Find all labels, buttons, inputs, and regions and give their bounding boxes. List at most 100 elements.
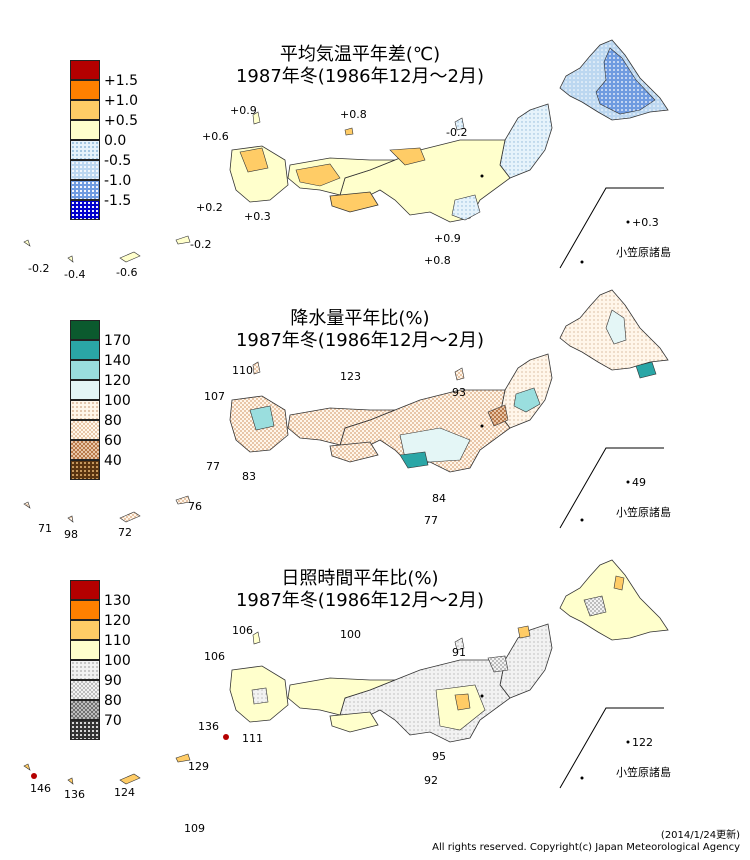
legend-swatch — [70, 120, 100, 140]
legend-swatch — [70, 140, 100, 160]
legend-swatch — [70, 80, 100, 100]
kyushu-cloudy-area — [251, 687, 269, 705]
legend-swatch — [70, 620, 100, 640]
legend-label: 70 — [104, 713, 122, 729]
tokai-very-wet-area — [399, 451, 429, 469]
title-line-1: 日照時間平年比(%) — [281, 568, 439, 589]
precip-value-label: 123 — [340, 370, 361, 383]
precip-value-label: 84 — [432, 492, 446, 505]
tokyo-marker — [480, 424, 484, 428]
kinki-sunny-area — [517, 625, 531, 639]
temp-value-label: +0.9 — [434, 232, 461, 245]
temp-value-label: -0.2 — [28, 262, 49, 275]
precip-value-label: 83 — [242, 470, 256, 483]
western-honshu-region — [287, 677, 396, 716]
tsushima-island — [252, 111, 261, 125]
temp-value-label: -0.4 — [64, 268, 85, 281]
legend-swatch — [70, 460, 100, 480]
temp-value-label: +0.2 — [196, 201, 223, 214]
temp-value-label: +0.8 — [424, 254, 451, 267]
precip-value-label: 72 — [118, 526, 132, 539]
legend-swatch — [70, 680, 100, 700]
hokkaido-cloudy-area — [583, 595, 607, 617]
precip-value-label: 71 — [38, 522, 52, 535]
legend-label: 120 — [104, 373, 131, 389]
precip-value-label: 107 — [204, 390, 225, 403]
temp-value-label: +0.8 — [340, 108, 367, 121]
precipitation-title: 降水量平年比(%) 1987年冬(1986年12月～2月) — [210, 308, 510, 352]
legend-label: 110 — [104, 633, 131, 649]
tokyo-marker — [480, 174, 484, 178]
nansei-islands — [23, 753, 191, 785]
sun-value-label: 136 — [198, 720, 219, 733]
legend-swatch — [70, 660, 100, 680]
legend-swatch — [70, 720, 100, 740]
legend-label: 0.0 — [104, 133, 127, 149]
legend-swatch — [70, 100, 100, 120]
legend-label: -1.5 — [104, 193, 132, 209]
oki-island — [344, 127, 354, 136]
update-date: (2014/1/24更新) — [660, 830, 740, 841]
shikoku-region — [329, 711, 379, 733]
title-line-1: 降水量平年比(%) — [290, 308, 430, 329]
legend-label: 100 — [104, 653, 131, 669]
hokkaido-cold-core — [595, 47, 656, 115]
temperature-title: 平均気温平年差(℃) 1987年冬(1986年12月～2月) — [210, 44, 510, 88]
temp-value-label: +0.3 — [632, 216, 659, 229]
legend-label: 40 — [104, 453, 122, 469]
legend-swatch — [70, 180, 100, 200]
precipitation-map: 110 123 107 93 77 83 84 77 49 76 71 98 7… — [23, 289, 671, 540]
legend-label: +1.5 — [104, 73, 138, 89]
legend-label: 120 — [104, 613, 131, 629]
precip-value-label: 110 — [232, 364, 253, 377]
nansei-islands — [23, 235, 191, 263]
ogasawara-island-dot-2 — [580, 518, 584, 522]
tokyo-marker — [480, 694, 484, 698]
sun-value-label: 111 — [242, 732, 263, 745]
temperature-map: +0.9 +0.8 +0.6 -0.2 +0.2 +0.3 +0.9 +0.8 … — [23, 39, 671, 281]
precip-value-label: 77 — [424, 514, 438, 527]
yakushima-sunny-spot — [223, 734, 229, 740]
legend-swatch — [70, 580, 100, 600]
ogasawara-island-dot — [626, 480, 630, 484]
legend-label: -1.0 — [104, 173, 132, 189]
sunshine-map: 106 100 106 91 136 111 95 92 122 129 146… — [23, 559, 671, 835]
title-line-2: 1987年冬(1986年12月～2月) — [235, 66, 485, 87]
tsushima-island — [252, 631, 261, 645]
legend-swatch — [70, 440, 100, 460]
chugoku-warm-area — [295, 163, 341, 187]
title-line-2: 1987年冬(1986年12月～2月) — [235, 590, 485, 611]
legend-swatch — [70, 400, 100, 420]
sun-value-label: 129 — [188, 760, 209, 773]
sado-island — [454, 117, 465, 131]
legend-label: 80 — [104, 693, 122, 709]
legend-swatch — [70, 600, 100, 620]
legend-label: 170 — [104, 333, 131, 349]
kinki-warm-area — [389, 147, 426, 166]
sun-value-label: 109 — [184, 822, 205, 835]
legend-swatch — [70, 640, 100, 660]
tohoku-wet-area — [513, 387, 541, 413]
title-line-2: 1987年冬(1986年12月～2月) — [235, 330, 485, 351]
ogasawara-inset-frame — [559, 707, 664, 789]
hokkaido-sunny-spot — [613, 575, 625, 591]
legend-swatch — [70, 200, 100, 220]
hokuriku-dry-area — [487, 404, 509, 427]
legend-swatch — [70, 360, 100, 380]
legend-swatch — [70, 320, 100, 340]
hokuriku-cloudy-area — [487, 655, 509, 673]
shikoku-region — [329, 191, 379, 213]
legend-label: -0.5 — [104, 153, 132, 169]
legend-label: 100 — [104, 393, 131, 409]
precip-value-label: 76 — [188, 500, 202, 513]
temp-value-label: -0.2 — [190, 238, 211, 251]
ogasawara-inset-frame — [559, 187, 664, 269]
sun-value-label: 124 — [114, 786, 135, 799]
sado-island — [454, 637, 465, 651]
honshu-north-region — [499, 623, 553, 699]
nansei-islands — [23, 495, 191, 523]
precip-value-label: 98 — [64, 528, 78, 540]
okinawa-sunny-spot — [31, 773, 37, 779]
temp-value-label: +0.9 — [230, 104, 257, 117]
ogasawara-island-dot-2 — [580, 776, 584, 780]
